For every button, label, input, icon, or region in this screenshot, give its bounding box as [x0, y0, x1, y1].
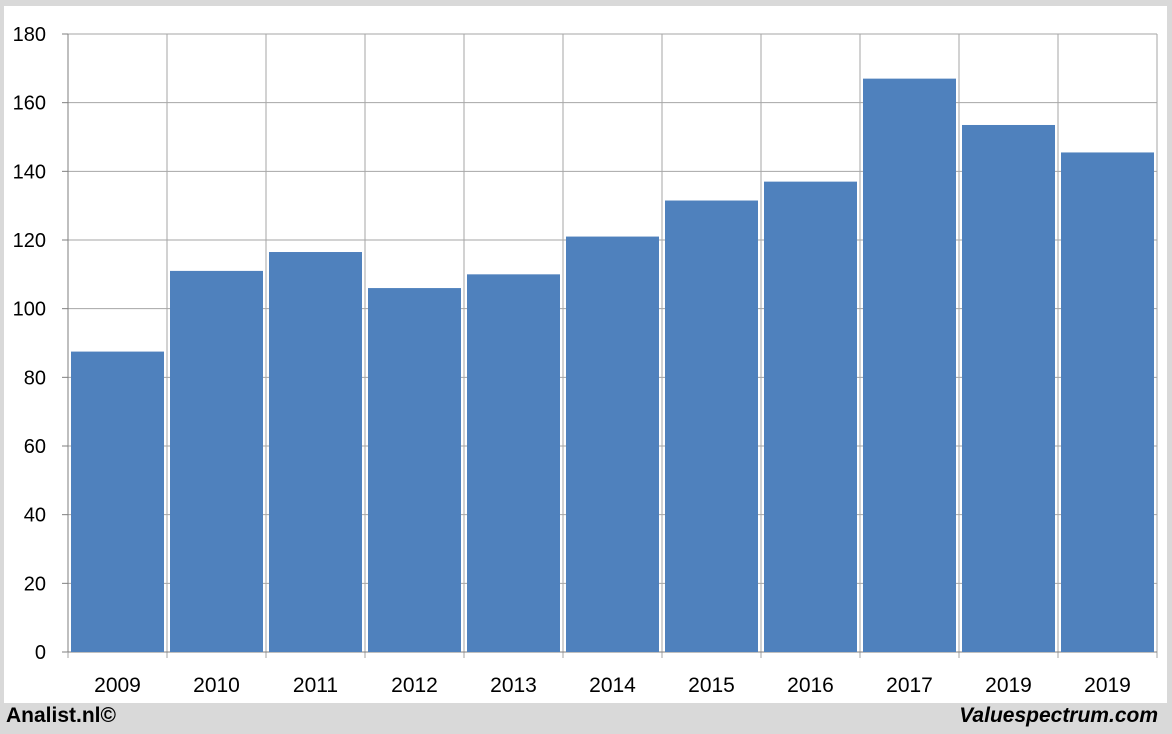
- x-tick-label: 2009: [94, 674, 141, 697]
- bar: [665, 200, 758, 652]
- bar: [566, 236, 659, 653]
- bar: [368, 288, 461, 652]
- bar: [863, 78, 956, 653]
- bar: [764, 181, 857, 652]
- y-tick-label: 40: [24, 505, 46, 527]
- y-tick-label: 80: [24, 367, 46, 389]
- y-tick-label: 140: [13, 161, 46, 183]
- x-tick-label: 2016: [787, 674, 834, 697]
- footer-source-label: Analist.nl©: [6, 704, 116, 727]
- y-tick-label: 20: [24, 573, 46, 595]
- x-tick-label: 2012: [391, 674, 438, 697]
- y-tick-label: 180: [13, 24, 46, 46]
- bar: [269, 252, 362, 652]
- y-tick-label: 0: [35, 642, 46, 664]
- bar: [467, 274, 560, 652]
- y-tick-label: 100: [13, 299, 46, 321]
- x-tick-label: 2014: [589, 674, 636, 697]
- x-tick-label: 2019: [1084, 674, 1131, 697]
- y-tick-label: 160: [13, 93, 46, 115]
- y-tick-label: 60: [24, 436, 46, 458]
- x-tick-label: 2010: [193, 674, 240, 697]
- x-tick-label: 2013: [490, 674, 537, 697]
- x-tick-label: 2011: [293, 674, 338, 697]
- x-tick-label: 2015: [688, 674, 735, 697]
- footer-site-label: Valuespectrum.com: [959, 704, 1158, 727]
- bar: [170, 270, 263, 652]
- x-tick-label: 2017: [886, 674, 933, 697]
- bar: [71, 351, 164, 652]
- bar: [962, 124, 1055, 652]
- x-tick-label: 2019: [985, 674, 1032, 697]
- bar: [1061, 152, 1154, 652]
- y-tick-label: 120: [13, 230, 46, 252]
